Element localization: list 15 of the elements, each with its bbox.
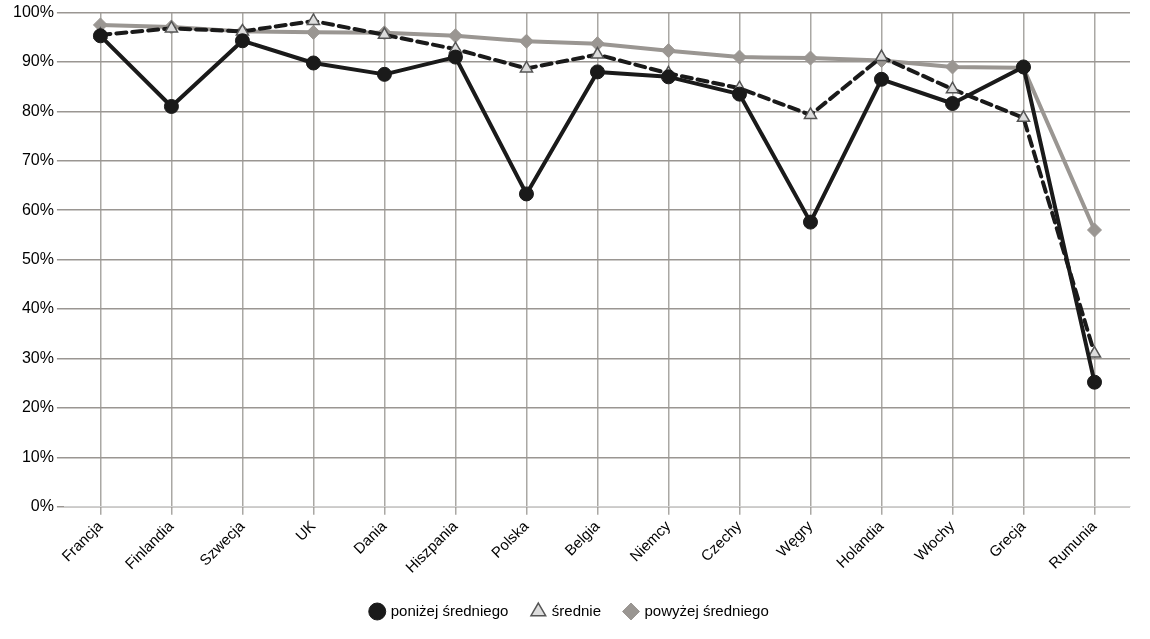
y-tick-label: 70% <box>21 151 54 169</box>
y-tick-label: 50% <box>21 250 54 268</box>
y-tick-label: 10% <box>21 447 54 465</box>
y-tick-label: 40% <box>21 299 54 317</box>
legend-label: poniżej średniego <box>390 601 509 619</box>
legend-label: powyżej średniego <box>644 601 769 619</box>
y-tick-label: 0% <box>30 497 54 515</box>
x-tick-label: UK <box>291 517 319 544</box>
y-tick-label: 90% <box>21 52 54 70</box>
y-tick-label: 100% <box>13 3 54 21</box>
legend-label: średnie <box>551 601 602 619</box>
y-tick-label: 30% <box>21 348 54 366</box>
y-tick-label: 60% <box>21 200 54 218</box>
y-tick-label: 20% <box>21 398 54 416</box>
y-tick-label: 80% <box>21 101 54 119</box>
